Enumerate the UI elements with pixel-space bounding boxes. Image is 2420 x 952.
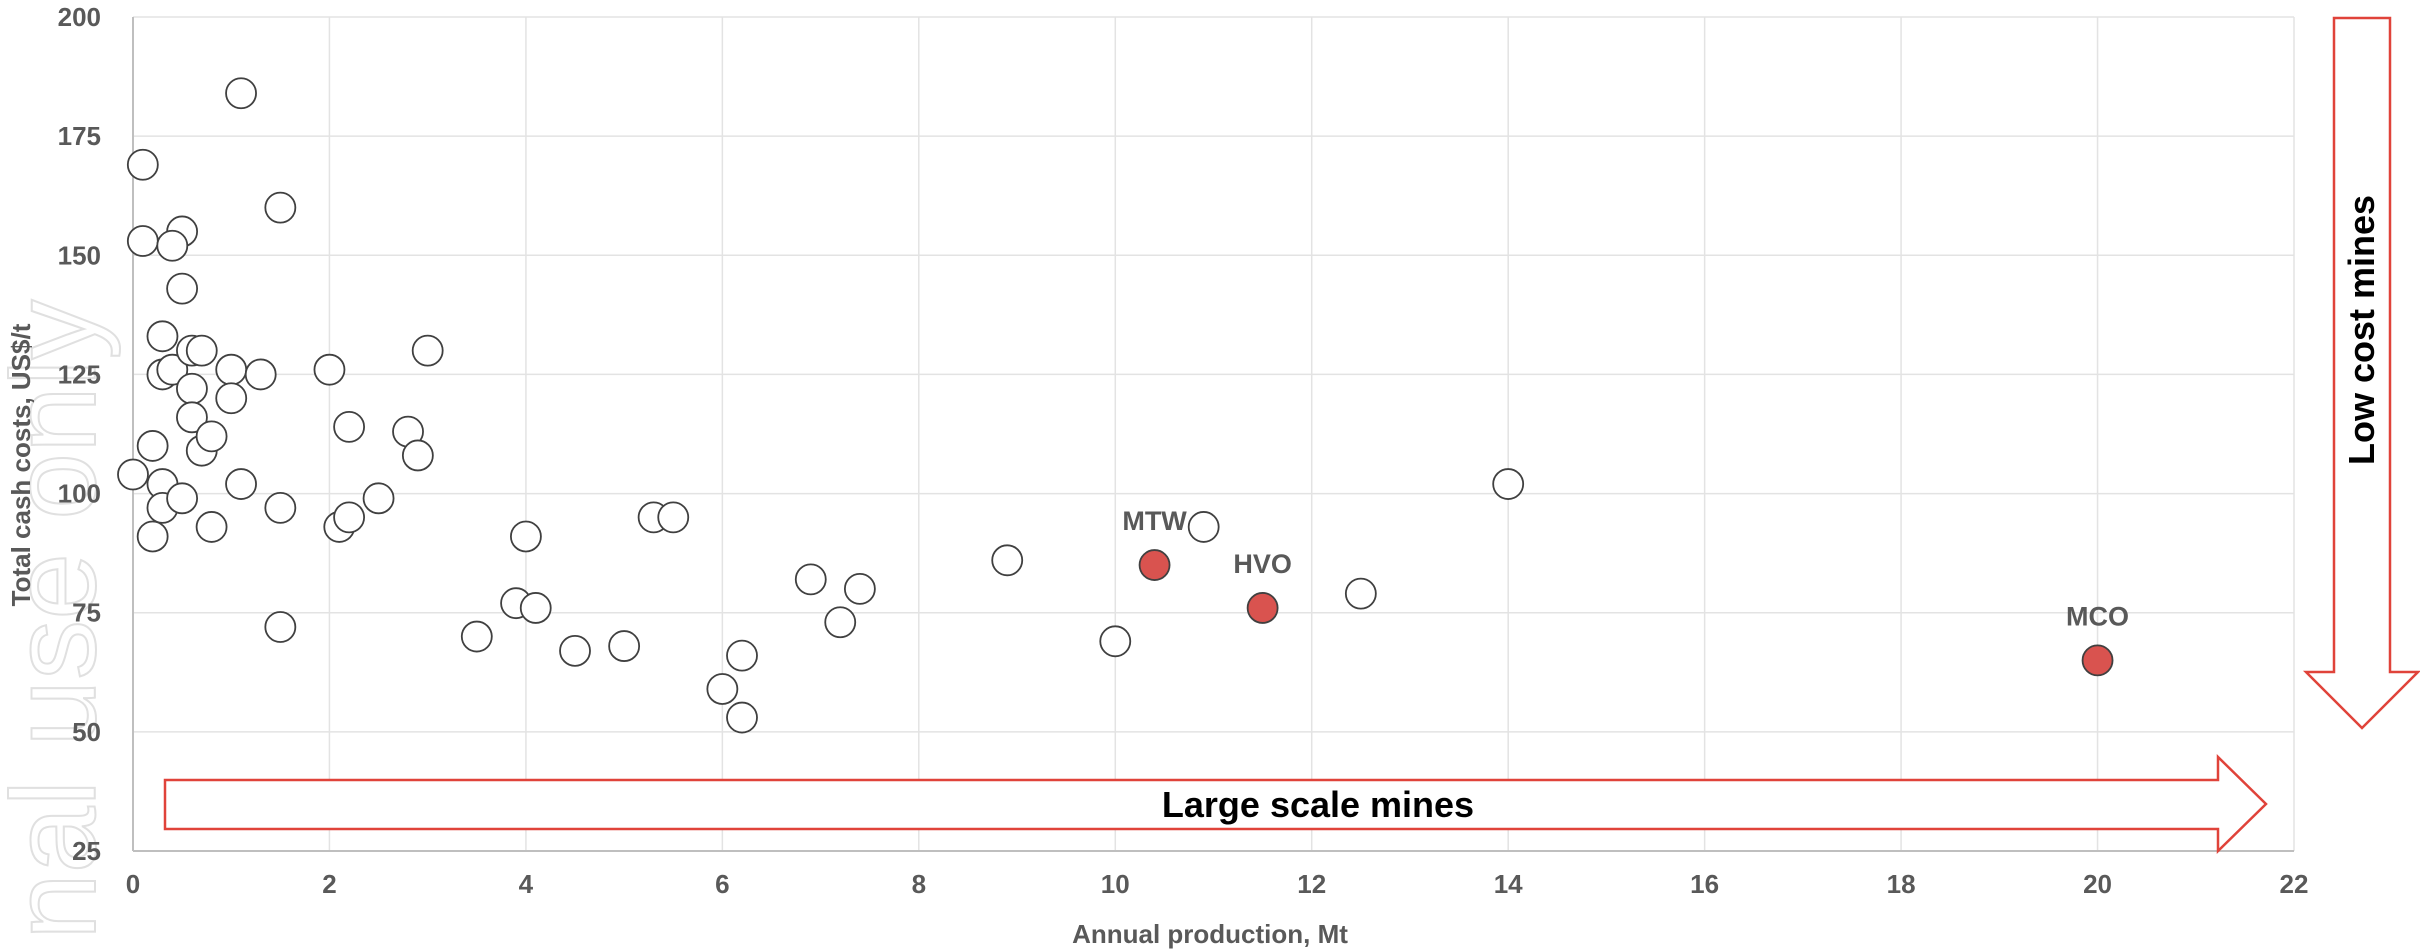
data-point bbox=[264, 611, 297, 643]
x-tick-label: 22 bbox=[2280, 869, 2309, 899]
x-tick-label: 8 bbox=[912, 869, 926, 899]
data-point bbox=[264, 491, 297, 524]
x-tick-label: 10 bbox=[1101, 869, 1130, 899]
highlight-point-hvo bbox=[1246, 592, 1279, 624]
y-tick-label: 75 bbox=[72, 598, 101, 628]
y-tick-label: 200 bbox=[58, 2, 101, 32]
large-scale-arrow: Large scale mines bbox=[163, 754, 2268, 854]
x-tick-label: 6 bbox=[715, 869, 729, 899]
x-tick-label: 18 bbox=[1887, 869, 1916, 899]
y-axis-ticks: 25 50 75 100 125 150 175 200 bbox=[58, 2, 101, 866]
data-point bbox=[156, 229, 189, 262]
y-tick-label: 25 bbox=[72, 836, 101, 866]
data-point bbox=[824, 606, 857, 639]
watermark: nal use only bbox=[0, 299, 122, 941]
data-point bbox=[176, 372, 208, 405]
data-point bbox=[313, 353, 346, 386]
data-point bbox=[126, 225, 159, 257]
watermark-text: nal use only bbox=[0, 300, 121, 940]
data-point bbox=[460, 620, 493, 653]
data-point bbox=[117, 458, 149, 491]
highlight-point-mco bbox=[2081, 644, 2114, 677]
data-point bbox=[195, 511, 228, 543]
y-axis-title: Total cash costs, US$/t bbox=[6, 323, 36, 606]
y-tick-label: 50 bbox=[72, 717, 101, 747]
y-tick-label: 175 bbox=[58, 121, 101, 151]
data-point bbox=[843, 572, 876, 605]
data-point bbox=[559, 634, 591, 667]
y-tick-label: 125 bbox=[58, 359, 101, 389]
data-point bbox=[156, 353, 189, 386]
highlight-point-mtw bbox=[1138, 549, 1171, 581]
data-point bbox=[126, 148, 159, 181]
low-cost-arrow: Low cost mines bbox=[2302, 16, 2420, 730]
x-axis-ticks: 0 2 4 6 8 10 12 14 16 18 20 22 bbox=[126, 869, 2309, 899]
x-tick-label: 0 bbox=[126, 869, 140, 899]
data-point bbox=[146, 320, 179, 353]
data-point bbox=[176, 401, 208, 434]
data-point bbox=[225, 468, 257, 500]
data-point bbox=[401, 439, 434, 472]
data-point bbox=[519, 592, 552, 624]
x-tick-label: 4 bbox=[519, 869, 534, 899]
data-point bbox=[726, 701, 758, 734]
y-tick-label: 100 bbox=[58, 479, 101, 509]
data-point bbox=[1099, 625, 1132, 658]
data-point bbox=[136, 520, 169, 553]
y-tick-label: 150 bbox=[58, 240, 101, 270]
point-labels: MTW HVO MCO bbox=[1122, 506, 2129, 631]
data-point bbox=[726, 639, 758, 672]
point-label-mco: MCO bbox=[2066, 601, 2129, 631]
data-point bbox=[264, 191, 297, 224]
data-point bbox=[1492, 468, 1525, 500]
data-point bbox=[362, 482, 395, 515]
x-tick-label: 14 bbox=[1494, 869, 1523, 899]
x-tick-label: 2 bbox=[322, 869, 336, 899]
data-point bbox=[244, 358, 277, 391]
x-axis-title: Annual production, Mt bbox=[1072, 919, 1348, 949]
data-point bbox=[166, 272, 199, 305]
data-point bbox=[215, 353, 248, 386]
data-points bbox=[117, 77, 2114, 734]
x-tick-label: 20 bbox=[2083, 869, 2112, 899]
data-point bbox=[136, 430, 169, 462]
data-point bbox=[333, 501, 366, 534]
data-point bbox=[195, 420, 228, 453]
data-point bbox=[794, 563, 827, 596]
data-point bbox=[215, 382, 248, 415]
large-scale-mines-label: Large scale mines bbox=[1162, 784, 1474, 825]
data-point bbox=[225, 77, 257, 110]
low-cost-mines-label: Low cost mines bbox=[2341, 195, 2382, 465]
x-tick-label: 16 bbox=[1690, 869, 1719, 899]
data-point bbox=[333, 410, 366, 443]
grid bbox=[132, 16, 2295, 852]
data-point bbox=[706, 673, 739, 705]
point-label-mtw: MTW bbox=[1122, 506, 1187, 536]
point-label-hvo: HVO bbox=[1233, 549, 1292, 579]
data-point bbox=[1187, 511, 1220, 543]
data-point bbox=[510, 520, 542, 553]
data-point bbox=[185, 334, 218, 367]
data-point bbox=[608, 630, 641, 662]
x-tick-label: 12 bbox=[1297, 869, 1326, 899]
data-point bbox=[411, 334, 444, 367]
data-point bbox=[1344, 577, 1377, 610]
data-point bbox=[991, 544, 1024, 577]
data-point bbox=[657, 501, 690, 534]
data-point bbox=[166, 482, 199, 515]
